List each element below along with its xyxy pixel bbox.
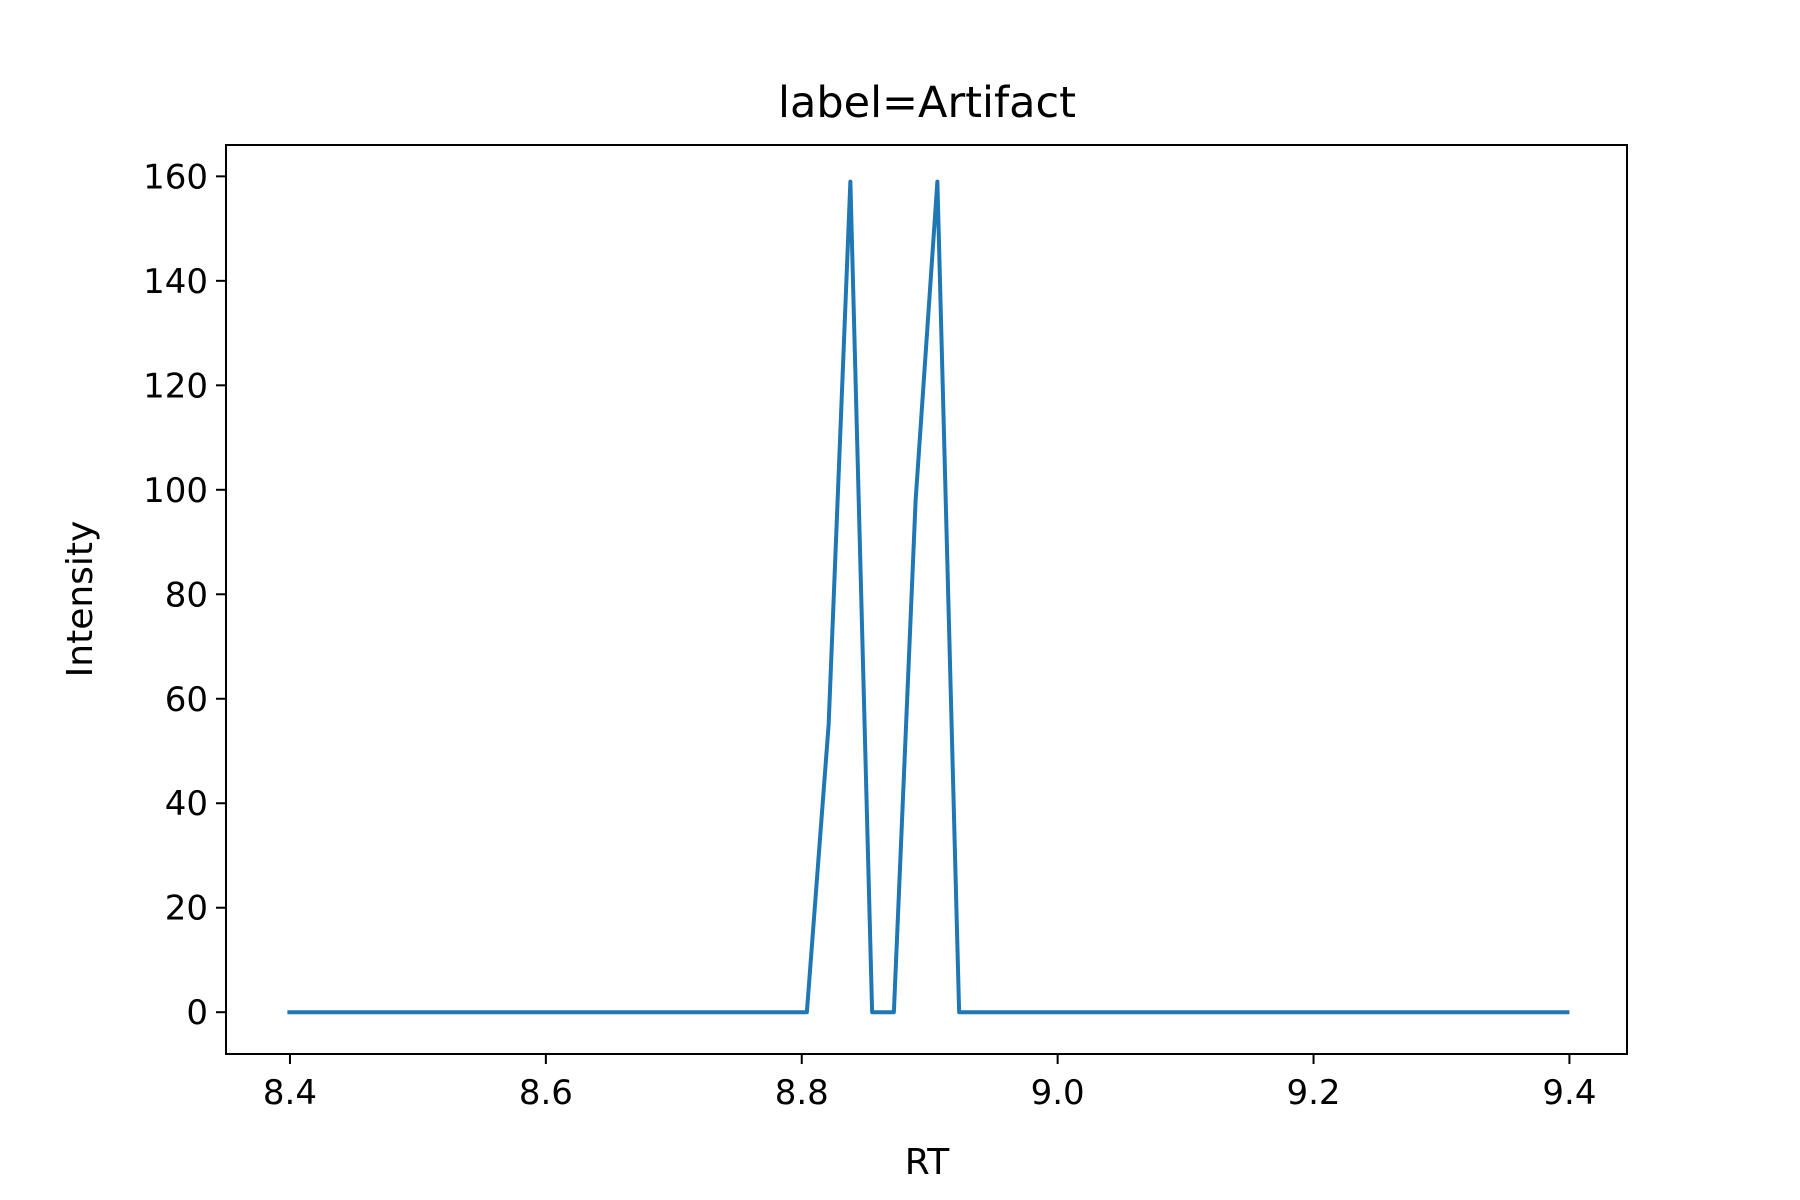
x-axis: 8.4 8.6 8.8 9.0 9.2 9.4 [263,1054,1596,1113]
axes-frame [225,144,1628,1055]
x-tick-label: 9.4 [1542,1073,1596,1113]
y-tick-label: 0 [186,993,208,1033]
x-tick-label: 8.4 [263,1073,317,1113]
x-tick-label: 9.2 [1286,1073,1340,1113]
y-axis: 0 20 40 60 80 100 120 140 160 [143,157,226,1033]
y-tick-label: 20 [165,889,208,929]
y-tick-label: 40 [165,784,208,824]
y-tick-label: 140 [143,262,208,302]
x-axis-label: RT [905,1142,950,1183]
y-tick-label: 120 [143,366,208,406]
y-axis-label: Intensity [60,521,101,678]
y-tick-label: 80 [165,575,208,615]
y-tick-label: 60 [165,680,208,720]
x-tick-label: 8.8 [775,1073,829,1113]
x-tick-label: 9.0 [1031,1073,1085,1113]
plot-area [287,179,1570,1015]
x-tick-label: 8.6 [519,1073,573,1113]
y-tick-label: 160 [143,157,208,197]
series-line [287,179,1570,1015]
chart-title: label=Artifact [778,78,1076,128]
y-tick-label: 100 [143,471,208,511]
